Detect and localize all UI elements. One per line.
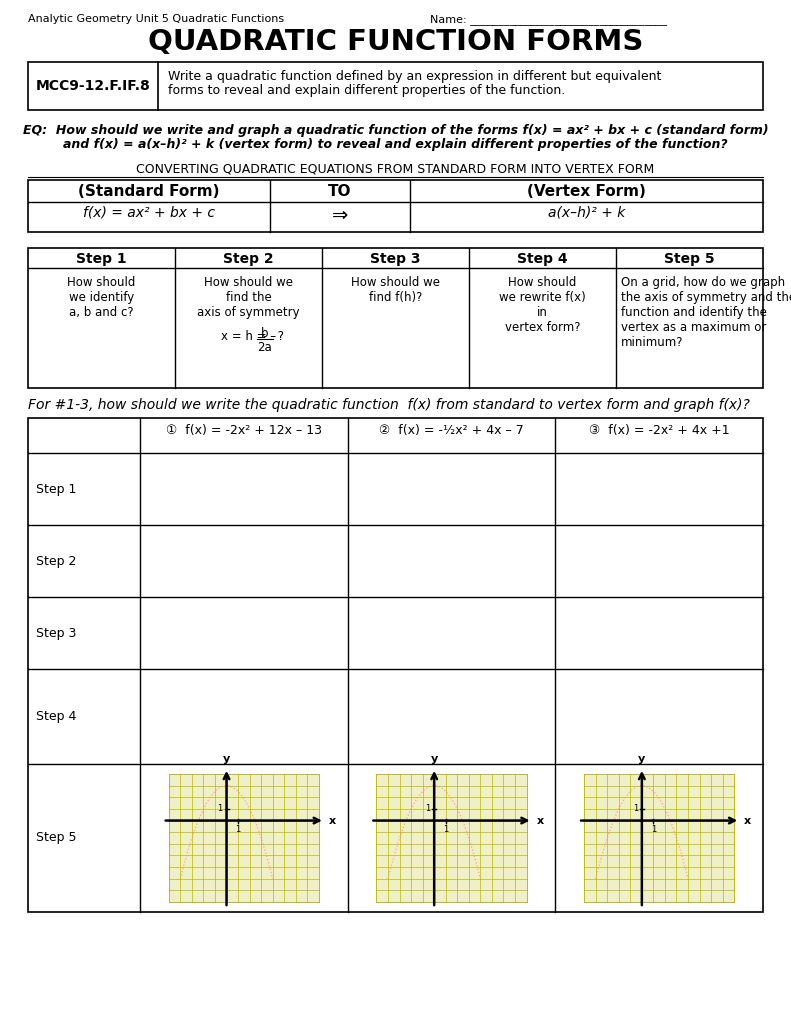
Bar — [168, 774, 319, 902]
Text: Step 3: Step 3 — [36, 627, 77, 640]
Text: b: b — [261, 327, 268, 340]
Text: How should we
find f(h)?: How should we find f(h)? — [351, 276, 440, 304]
Text: 1: 1 — [633, 805, 638, 813]
Text: y: y — [223, 754, 230, 764]
Text: How should
we rewrite f(x)
in
vertex form?: How should we rewrite f(x) in vertex for… — [499, 276, 586, 334]
Text: Step 5: Step 5 — [36, 831, 77, 845]
Text: Write a quadratic function defined by an expression in different but equivalent: Write a quadratic function defined by an… — [168, 70, 661, 83]
Text: Name: ___________________________________: Name: __________________________________… — [430, 14, 667, 25]
Text: ①  f(x) = -2x² + 12x – 13: ① f(x) = -2x² + 12x – 13 — [166, 424, 322, 437]
Text: y: y — [638, 754, 645, 764]
Text: 1: 1 — [425, 805, 430, 813]
Text: Step 4: Step 4 — [517, 252, 568, 266]
Text: 1: 1 — [236, 824, 240, 834]
Text: 1: 1 — [218, 805, 222, 813]
Text: Step 4: Step 4 — [36, 710, 77, 723]
Text: For #1-3, how should we write the quadratic function  f(x) from standard to vert: For #1-3, how should we write the quadra… — [28, 398, 750, 412]
Text: ②  f(x) = -½x² + 4x – 7: ② f(x) = -½x² + 4x – 7 — [379, 424, 524, 437]
Bar — [28, 418, 763, 912]
Text: Step 1: Step 1 — [36, 482, 77, 496]
Text: Step 1: Step 1 — [76, 252, 127, 266]
Text: EQ:  How should we write and graph a quadratic function of the forms f(x) = ax² : EQ: How should we write and graph a quad… — [23, 124, 768, 137]
Text: x: x — [536, 815, 543, 825]
Text: CONVERTING QUADRATIC EQUATIONS FROM STANDARD FORM INTO VERTEX FORM: CONVERTING QUADRATIC EQUATIONS FROM STAN… — [136, 163, 655, 176]
Text: ⇒: ⇒ — [331, 206, 348, 225]
Text: ?: ? — [274, 330, 285, 343]
Text: Step 2: Step 2 — [36, 555, 77, 567]
Text: Step 5: Step 5 — [664, 252, 715, 266]
Text: On a grid, how do we graph
the axis of symmetry and the
function and identify th: On a grid, how do we graph the axis of s… — [621, 276, 791, 349]
Text: forms to reveal and explain different properties of the function.: forms to reveal and explain different pr… — [168, 84, 566, 97]
Text: Analytic Geometry Unit 5 Quadratic Functions: Analytic Geometry Unit 5 Quadratic Funct… — [28, 14, 284, 24]
Bar — [28, 180, 763, 232]
Text: a(x–h)² + k: a(x–h)² + k — [548, 206, 625, 220]
Bar — [28, 248, 763, 388]
Text: (Standard Form): (Standard Form) — [78, 184, 220, 199]
Text: How should we
find the
axis of symmetry: How should we find the axis of symmetry — [197, 276, 300, 319]
Text: x: x — [744, 815, 751, 825]
Text: 1: 1 — [443, 824, 448, 834]
Text: f(x) = ax² + bx + c: f(x) = ax² + bx + c — [83, 206, 215, 220]
Text: and f(x) = a(x–h)² + k (vertex form) to reveal and explain different properties : and f(x) = a(x–h)² + k (vertex form) to … — [63, 138, 728, 151]
Text: 1: 1 — [651, 824, 656, 834]
Text: ③  f(x) = -2x² + 4x +1: ③ f(x) = -2x² + 4x +1 — [589, 424, 729, 437]
Text: MCC9-12.F.IF.8: MCC9-12.F.IF.8 — [36, 79, 150, 93]
Bar — [377, 774, 527, 902]
Text: y: y — [430, 754, 437, 764]
Text: (Vertex Form): (Vertex Form) — [527, 184, 646, 199]
Text: Step 3: Step 3 — [370, 252, 421, 266]
Text: x: x — [329, 815, 336, 825]
Text: 2a: 2a — [257, 341, 272, 354]
Text: QUADRATIC FUNCTION FORMS: QUADRATIC FUNCTION FORMS — [148, 28, 643, 56]
Text: How should
we identify
a, b and c?: How should we identify a, b and c? — [67, 276, 136, 319]
Text: Step 2: Step 2 — [223, 252, 274, 266]
Text: TO: TO — [328, 184, 352, 199]
Text: x = h = –: x = h = – — [221, 330, 276, 343]
Bar — [28, 62, 763, 110]
Bar — [585, 774, 734, 902]
